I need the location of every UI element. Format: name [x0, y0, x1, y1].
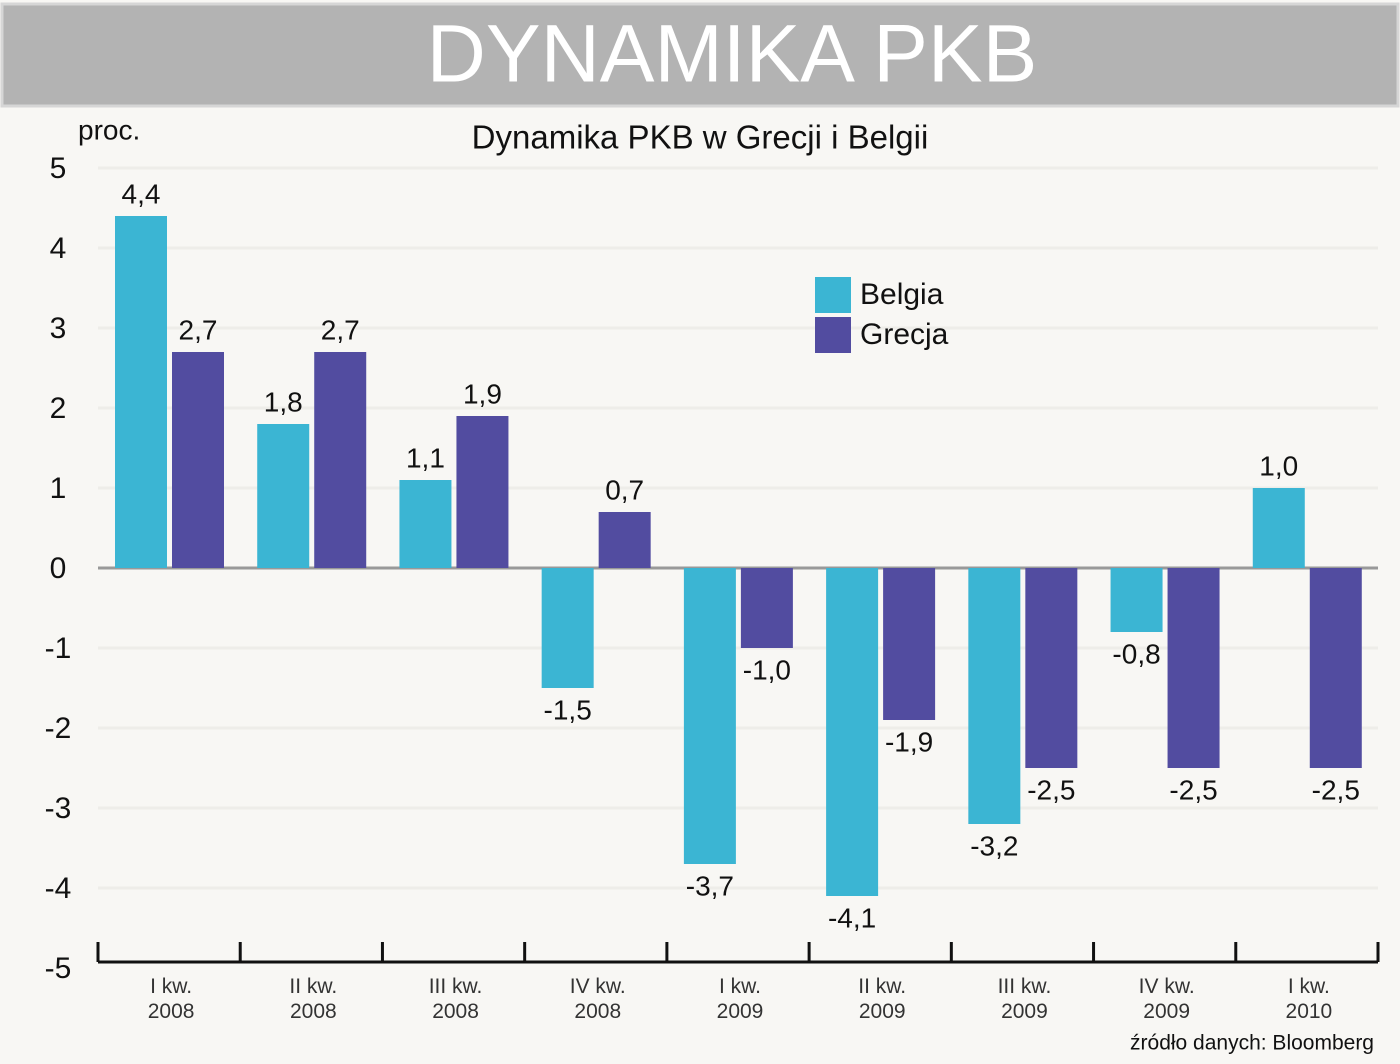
chart-title: Dynamika PKB w Grecji i Belgii	[472, 119, 929, 156]
x-tick-label-line: 2009	[859, 1000, 906, 1023]
y-tick-label: 0	[50, 552, 67, 585]
bar	[826, 568, 879, 896]
x-tick-label: IV kw. 2008	[570, 975, 626, 1023]
bar	[399, 480, 452, 568]
x-tick-label-line: 2010	[1286, 1000, 1333, 1023]
y-tick-label: -3	[45, 792, 72, 825]
value-label: -2,5	[1312, 774, 1360, 805]
bar	[968, 568, 1021, 824]
y-tick-label: 5	[50, 152, 67, 185]
bar	[1110, 568, 1163, 632]
value-label: -2,5	[1027, 774, 1075, 805]
header-banner	[0, 2, 1400, 108]
value-label: 4,4	[122, 178, 161, 209]
x-tick-label-line: 2009	[1143, 1000, 1190, 1023]
legend-label: Grecja	[860, 318, 949, 351]
x-tick-label-line: IV kw.	[1139, 975, 1195, 998]
x-tick-label: I kw. 2010	[1286, 975, 1333, 1023]
bar	[115, 216, 167, 568]
header-title: DYNAMIKA PKB	[427, 9, 1038, 100]
y-tick-label: 3	[50, 312, 67, 345]
x-tick-label: I kw. 2008	[148, 975, 195, 1023]
x-tick-label-line: 2008	[432, 1000, 479, 1023]
bar	[683, 568, 736, 864]
y-tick-label: -1	[45, 632, 72, 665]
value-label: 2,7	[179, 314, 218, 345]
value-label: 2,7	[321, 314, 360, 345]
y-tick-label: -2	[45, 712, 72, 745]
x-tick-label-line: I kw.	[719, 975, 761, 998]
value-label: -4,1	[828, 902, 876, 933]
bar	[257, 424, 310, 568]
value-label: -0,8	[1112, 638, 1160, 669]
bar	[1025, 568, 1078, 768]
x-tick-label: II kw. 2009	[858, 975, 906, 1023]
bar	[1252, 488, 1305, 568]
x-tick-label: I kw. 2009	[717, 975, 764, 1023]
y-tick-label: 2	[50, 392, 67, 425]
legend-swatch	[815, 277, 851, 313]
legend-label: Belgia	[860, 278, 944, 311]
y-tick-label: -4	[45, 872, 72, 905]
x-tick-label-line: IV kw.	[570, 975, 626, 998]
x-tick-label-line: 2008	[148, 1000, 195, 1023]
legend-swatch	[815, 317, 851, 353]
value-label: -1,0	[743, 654, 791, 685]
x-tick-label-line: II kw.	[289, 975, 337, 998]
value-label: -1,9	[885, 726, 933, 757]
y-tick-label: 4	[50, 232, 67, 265]
value-label: 1,8	[264, 386, 303, 417]
bar	[541, 568, 594, 688]
value-label: -3,7	[686, 870, 734, 901]
value-label: 1,9	[463, 378, 502, 409]
x-tick-label-line: II kw.	[858, 975, 906, 998]
value-label: -3,2	[970, 830, 1018, 861]
x-tick-label: II kw. 2008	[289, 975, 337, 1023]
x-tick-label-line: 2008	[290, 1000, 337, 1023]
x-tick-label-line: III kw.	[429, 975, 483, 998]
value-label: -2,5	[1169, 774, 1217, 805]
bar	[883, 568, 936, 720]
bar	[172, 352, 224, 568]
y-axis-label: proc.	[78, 114, 140, 145]
value-label: 0,7	[605, 474, 644, 505]
x-tick-label-line: 2009	[717, 1000, 764, 1023]
bar	[740, 568, 793, 648]
x-tick-label-line: III kw.	[998, 975, 1052, 998]
x-tick-label: III kw. 2009	[998, 975, 1052, 1023]
bar	[456, 416, 509, 568]
x-tick-label-line: I kw.	[1288, 975, 1330, 998]
value-label: -1,5	[544, 694, 592, 725]
value-label: 1,1	[406, 442, 445, 473]
x-tick-label: III kw. 2008	[429, 975, 483, 1023]
bar	[598, 512, 651, 568]
x-tick-label-line: I kw.	[150, 975, 192, 998]
y-tick-label: -5	[45, 952, 72, 985]
bar	[314, 352, 367, 568]
x-tick-label-line: 2009	[1001, 1000, 1048, 1023]
bar	[1167, 568, 1220, 768]
value-label: 1,0	[1259, 450, 1298, 481]
y-tick-label: 1	[50, 472, 67, 505]
bar	[1309, 568, 1362, 768]
x-tick-label: IV kw. 2009	[1139, 975, 1195, 1023]
source-note: źródło danych: Bloomberg	[1130, 1032, 1374, 1055]
x-tick-label-line: 2008	[574, 1000, 621, 1023]
